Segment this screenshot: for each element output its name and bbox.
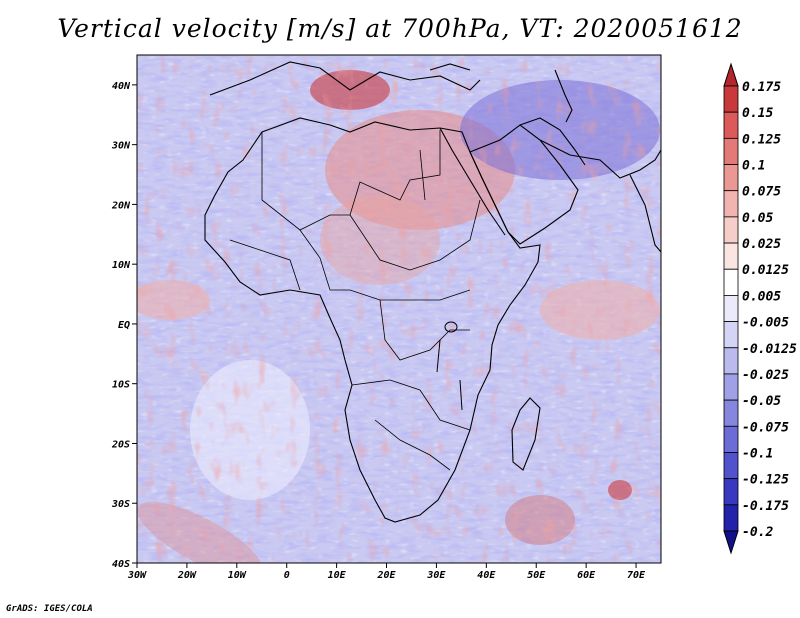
x-tick-label: 10W <box>228 570 247 581</box>
colorbar-swatch <box>723 347 739 375</box>
x-axis: 30W 20W 10W 0 10E 20E 30E 40E 50E 60E 70E <box>127 563 646 581</box>
colorbar-label: 0.0125 <box>742 263 789 278</box>
y-axis: 40N 30N 20N 10N EQ 10S 20S 30S 40S <box>111 81 137 570</box>
colorbar-label: -0.1 <box>742 446 773 461</box>
colorbar-label: 0.175 <box>742 80 781 95</box>
colorbar-label: 0.1 <box>742 159 765 174</box>
colorbar-label: 0.15 <box>742 106 773 121</box>
colorbar-swatch <box>723 504 739 532</box>
colorbar-bottom-arrow <box>723 530 739 555</box>
x-tick-label: 0 <box>284 570 290 581</box>
colorbar-label: 0.075 <box>742 185 781 200</box>
y-tick-label: 30S <box>111 499 130 510</box>
colorbar-label: -0.175 <box>742 499 789 514</box>
gulf <box>519 117 586 166</box>
x-tick-label: 70E <box>627 570 646 581</box>
colorbar-top-arrow <box>723 62 739 87</box>
colorbar-swatch <box>723 216 739 244</box>
colorbar-swatch <box>723 242 739 270</box>
colorbar-swatch <box>723 295 739 322</box>
colorbar-swatch <box>723 399 739 427</box>
colorbar-swatch <box>723 373 739 401</box>
colorbar: 0.175 0.15 0.125 0.1 0.075 0.05 0.025 0.0125 0.0… <box>723 62 797 555</box>
velocity-field <box>137 55 661 563</box>
colorbar-label: 0.05 <box>742 211 773 226</box>
x-tick-label: 40E <box>477 570 496 581</box>
colorbar-label: -0.05 <box>742 394 781 409</box>
africa-coastline <box>204 117 541 523</box>
colorbar-swatch <box>723 137 739 165</box>
x-tick-label: 20E <box>376 570 396 581</box>
colorbar-label: -0.2 <box>742 525 773 540</box>
colorbar-label: 0.005 <box>742 289 781 304</box>
mediterranean-north-coast <box>209 61 481 96</box>
colorbar-swatch <box>723 452 739 480</box>
colorbar-swatch <box>723 111 739 139</box>
credit-text: GrADS: IGES/COLA <box>6 604 93 614</box>
x-tick-label: 60E <box>577 570 596 581</box>
colorbar-swatch <box>723 190 739 218</box>
colorbar-label: 0.125 <box>742 132 781 147</box>
black-sea <box>429 63 471 71</box>
colorbar-swatch <box>723 268 739 296</box>
asia-coastline <box>539 139 661 179</box>
caspian <box>554 69 573 123</box>
colorbar-swatch <box>723 478 739 506</box>
madagascar-coastline <box>511 397 541 471</box>
colorbar-swatch <box>723 425 739 453</box>
y-tick-label: 10S <box>112 380 130 391</box>
plot-frame <box>136 54 662 564</box>
x-tick-label: 30E <box>426 570 446 581</box>
colorbar-label: -0.075 <box>742 420 789 435</box>
map-title: Vertical velocity [m/s] at 700hPa, VT: 2… <box>57 14 743 43</box>
y-tick-label: 20N <box>111 200 131 211</box>
coastlines <box>204 61 661 523</box>
colorbar-swatch <box>723 321 739 349</box>
colorbar-label: -0.025 <box>742 368 789 383</box>
colorbar-label: -0.005 <box>742 316 789 331</box>
y-tick-label: 40N <box>112 81 131 92</box>
colorbar-label: -0.125 <box>742 473 789 488</box>
x-tick-label: 20W <box>177 570 197 581</box>
x-tick-label: 50E <box>527 570 546 581</box>
colorbar-swatch <box>723 164 739 192</box>
x-tick-label: 10E <box>328 570 347 581</box>
colorbar-label: 0.025 <box>742 237 781 252</box>
x-tick-label: 30W <box>127 570 147 581</box>
india-coastline <box>629 174 661 253</box>
red-sea <box>439 127 506 236</box>
y-tick-label: 40S <box>112 559 130 570</box>
colorbar-label: -0.0125 <box>742 342 797 357</box>
y-tick-label: EQ <box>118 320 130 331</box>
colorbar-swatch <box>723 85 739 113</box>
y-tick-label: 10N <box>112 260 131 271</box>
y-tick-label: 30N <box>111 141 131 152</box>
y-tick-label: 20S <box>111 439 130 450</box>
